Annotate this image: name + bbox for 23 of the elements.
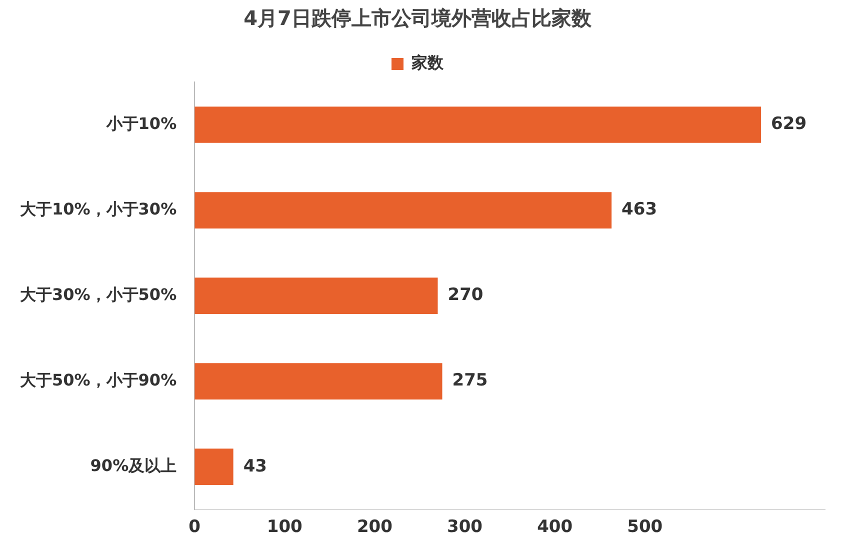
data-label: 275 bbox=[452, 370, 488, 391]
bar bbox=[194, 192, 612, 228]
data-label: 270 bbox=[448, 285, 484, 306]
y-tick-label: 大于10%，小于30% bbox=[20, 199, 177, 218]
x-tick-label: 500 bbox=[627, 517, 663, 538]
data-label: 463 bbox=[622, 200, 658, 220]
bar bbox=[194, 363, 442, 400]
legend-label: 家数 bbox=[410, 53, 444, 72]
bar bbox=[194, 106, 762, 143]
data-label: 629 bbox=[771, 114, 807, 134]
y-tick-label: 大于30%，小于50% bbox=[20, 284, 177, 304]
chart-title: 4月7日跌停上市公司境外营收占比家数 bbox=[244, 6, 592, 30]
x-tick-label: 400 bbox=[537, 517, 573, 538]
x-tick-label: 0 bbox=[188, 517, 201, 538]
y-tick-label: 90%及以上 bbox=[90, 456, 177, 475]
bar bbox=[194, 278, 438, 314]
x-tick-label: 100 bbox=[266, 517, 303, 538]
x-tick-label: 300 bbox=[447, 517, 483, 538]
data-label: 43 bbox=[243, 456, 267, 476]
y-tick-label: 小于10% bbox=[105, 114, 177, 133]
bar bbox=[194, 448, 234, 486]
y-tick-label: 大于50%，小于90% bbox=[20, 370, 177, 390]
x-tick-label: 200 bbox=[356, 517, 393, 538]
